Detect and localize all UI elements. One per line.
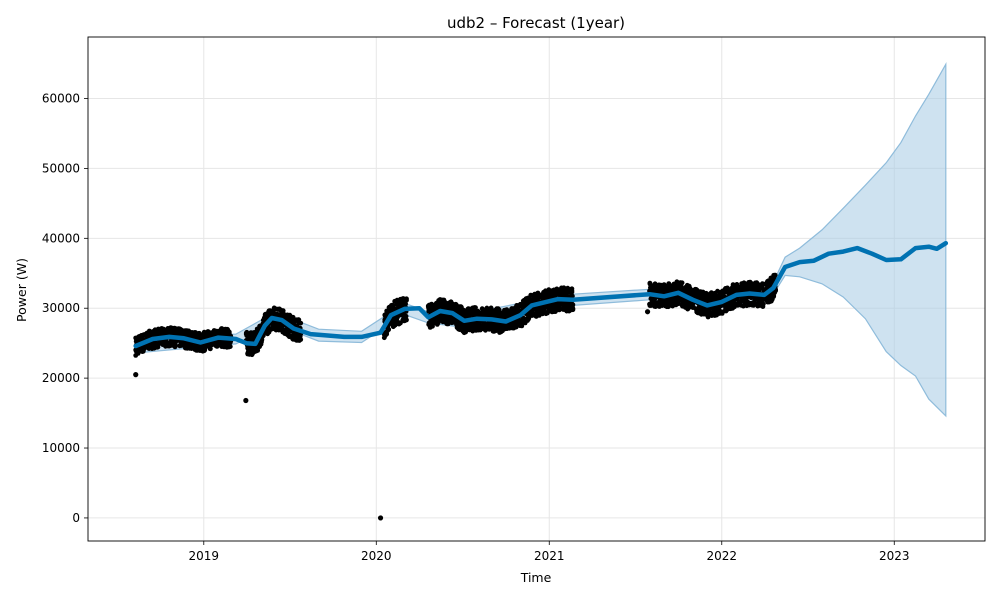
observation-point: [298, 337, 304, 342]
y-tick-label: 30000: [42, 301, 80, 315]
chart-title: udb2 – Forecast (1year): [447, 14, 625, 32]
y-tick-label: 60000: [42, 92, 80, 106]
y-tick-label: 0: [72, 511, 80, 525]
y-tick-label: 20000: [42, 371, 80, 385]
observations-layer: [133, 272, 778, 521]
x-tick-label: 2023: [879, 549, 910, 563]
observation-point: [570, 307, 576, 313]
y-tick-label: 10000: [42, 441, 80, 455]
observation-point: [298, 320, 304, 326]
observation-point: [569, 289, 575, 295]
uncertainty-band: [135, 62, 947, 418]
observation-point: [570, 293, 575, 299]
observation-point: [208, 346, 213, 352]
observation-point: [772, 272, 778, 278]
labels-layer: udb2 – Forecast (1year) Time Power (W): [14, 14, 625, 585]
outlier-point: [133, 372, 139, 378]
uncertainty-band-layer: [135, 62, 947, 418]
forecast-line: [133, 240, 949, 349]
observation-point: [535, 290, 541, 296]
observation-point: [404, 317, 409, 323]
x-axis-title: Time: [520, 570, 552, 585]
observation-point: [403, 301, 408, 307]
observation-point: [227, 344, 233, 349]
observation-point: [488, 305, 494, 311]
x-tick-label: 2019: [189, 549, 220, 563]
observation-point: [473, 305, 478, 310]
y-axis-title: Power (W): [14, 258, 29, 322]
forecast-line-layer: [133, 240, 949, 349]
observation-point: [540, 311, 545, 317]
axes-layer: 2019 2020 2021 2022 2023 0 10000 20000 30000 4000…: [42, 36, 986, 563]
observation-point: [730, 282, 736, 287]
outlier-point: [243, 397, 249, 404]
plot-frame: [87, 36, 986, 542]
x-tick-label: 2021: [534, 549, 565, 563]
observation-point: [760, 301, 766, 307]
y-tick-label: 40000: [42, 231, 80, 245]
observation-point: [155, 344, 161, 350]
outlier-point: [377, 515, 384, 521]
observation-point: [404, 297, 409, 303]
observation-point: [386, 326, 391, 332]
x-tick-label: 2022: [706, 549, 737, 563]
x-tick-label: 2020: [361, 549, 392, 563]
observation-point: [679, 280, 685, 286]
observation-point: [570, 302, 576, 308]
observation-point: [226, 329, 232, 335]
observation-point: [403, 313, 409, 319]
outlier-point: [644, 309, 651, 315]
observation-point: [705, 314, 711, 320]
y-tick-label: 50000: [42, 161, 80, 175]
